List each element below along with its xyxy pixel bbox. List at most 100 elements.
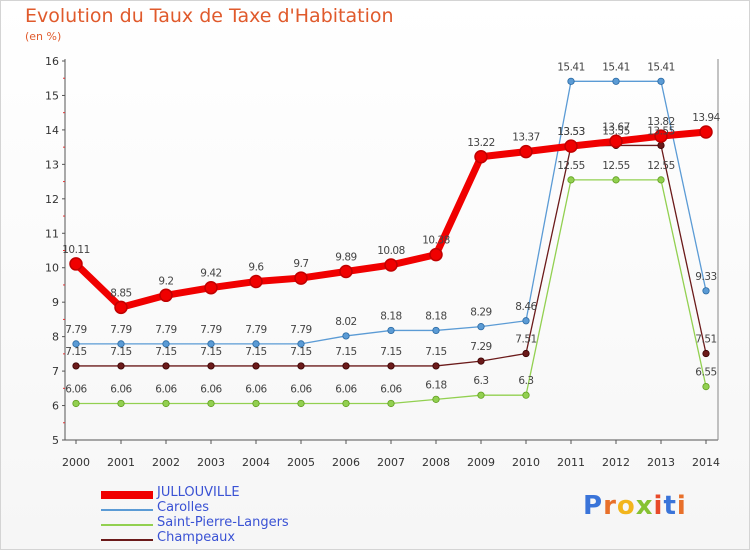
y-tick-label: 12 [45,193,59,206]
data-point [297,340,305,348]
x-tick-label: 2014 [692,456,720,469]
data-label: 12.55 [602,160,630,172]
data-point [252,399,260,408]
data-point [474,150,488,164]
data-point [387,362,395,370]
y-tick-label: 15 [45,89,59,102]
logo-letter: i [653,491,664,521]
data-label: 7.15 [335,346,356,358]
data-label: 7.79 [290,324,311,336]
x-tick-label: 2008 [422,456,450,469]
data-point [252,362,260,370]
data-label: 9.6 [248,262,264,274]
data-point [522,391,530,399]
data-label: 10.08 [377,245,405,257]
y-tick-label: 11 [45,227,59,240]
legend-swatch [101,524,153,526]
data-point [387,326,395,335]
y-tick-label: 10 [45,262,59,275]
logo-letter: P [583,491,604,521]
legend-swatch [101,509,153,511]
data-label: 6.3 [518,375,533,387]
data-label: 8.18 [380,310,401,322]
x-tick-label: 2005 [287,456,315,469]
data-point [657,141,665,150]
data-point [477,357,485,365]
data-point [117,399,125,408]
data-point [207,362,215,370]
y-tick-label: 16 [45,55,59,68]
chart-title: Evolution du Taux de Taxe d'Habitation [25,5,394,27]
data-label: 10.11 [62,244,90,256]
data-label: 13.37 [512,132,540,144]
data-point [432,395,440,403]
data-label: 9.33 [695,271,716,283]
y-tick-label: 8 [52,331,59,344]
data-label: 8.02 [335,316,356,328]
data-point [72,399,80,408]
data-point [117,340,125,348]
x-tick-label: 2011 [557,456,585,469]
x-tick-label: 2010 [512,456,540,469]
data-label: 9.7 [293,258,308,270]
legend-swatch [101,539,153,541]
data-label: 6.06 [245,383,267,395]
data-point [339,264,353,279]
data-label: 7.79 [200,324,221,336]
data-label: 8.18 [425,310,446,322]
data-point [162,399,170,408]
data-point [564,139,578,153]
x-tick-label: 2009 [467,456,495,469]
data-point [72,340,80,348]
data-point [657,176,665,184]
data-label: 13.55 [647,125,675,137]
data-label: 7.51 [515,334,536,346]
data-label: 13.53 [557,126,585,138]
data-label: 13.94 [692,112,720,124]
legend-label: Saint-Pierre-Langers [157,515,289,530]
y-tick-label: 5 [52,434,59,447]
y-tick-label: 13 [45,158,59,171]
data-label: 7.79 [155,324,176,336]
logo-letter: i [676,491,687,521]
data-point [702,349,710,358]
data-point [207,340,215,348]
logo-letter: t [663,491,677,521]
data-point [249,274,263,289]
legend-label: JULLOUVILLE [157,485,240,500]
logo-letter: x [635,491,654,521]
data-label: 13.53 [557,126,585,138]
data-point [609,134,623,149]
data-point [384,258,398,272]
data-label: 7.15 [65,346,86,358]
data-label: 7.79 [65,324,86,336]
data-point [612,77,620,85]
y-tick-label: 9 [52,296,59,309]
data-label: 6.55 [695,367,716,379]
data-label: 9.2 [158,275,173,287]
proxiti-logo: Proxiti [583,491,687,521]
data-label: 6.06 [290,383,312,395]
data-point [159,288,173,303]
data-label: 7.15 [245,346,266,358]
data-point [69,257,83,271]
data-label: 7.15 [110,346,131,358]
legend-label: Carolles [157,500,210,515]
data-label: 6.06 [380,383,402,395]
data-label: 7.15 [290,346,311,358]
legend-label: Champeaux [157,530,236,545]
data-point [519,144,533,159]
data-point [432,326,440,335]
y-tick-label: 6 [52,400,59,413]
x-tick-label: 2000 [62,456,90,469]
data-point [432,362,440,370]
data-point [657,77,665,85]
data-point [204,280,218,295]
data-point [567,176,575,184]
data-label: 6.06 [65,383,87,395]
data-label: 6.3 [473,375,488,387]
logo-letter: o [616,491,636,521]
data-point [387,399,395,408]
